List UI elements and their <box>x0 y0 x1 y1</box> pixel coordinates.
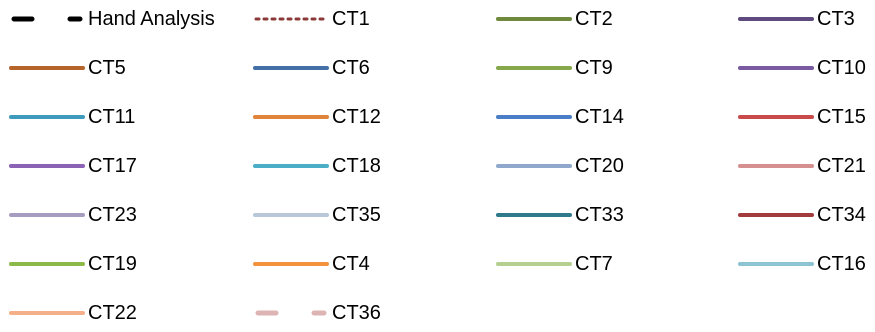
legend-label-ct2: CT2 <box>575 8 613 30</box>
legend-entry-ct16: CT16 <box>737 249 866 279</box>
legend-swatch-hand-analysis <box>11 16 83 22</box>
legend-entry-ct34: CT34 <box>737 200 866 230</box>
legend-entry-ct3: CT3 <box>737 4 855 34</box>
legend-swatch-ct10 <box>738 66 814 70</box>
legend-entry-ct11: CT11 <box>8 102 135 132</box>
legend-swatch-ct22 <box>9 311 85 315</box>
legend-label-ct36: CT36 <box>332 302 381 324</box>
legend-label-ct35: CT35 <box>332 204 381 226</box>
legend-swatch-ct36 <box>255 310 327 316</box>
legend-swatch-ct1 <box>254 17 330 21</box>
legend-swatch-ct12 <box>253 115 329 119</box>
legend-label-ct18: CT18 <box>332 155 381 177</box>
legend-entry-ct22: CT22 <box>8 298 137 328</box>
legend-label-ct7: CT7 <box>575 253 613 275</box>
legend-entry-ct2: CT2 <box>495 4 613 34</box>
legend-entry-ct19: CT19 <box>8 249 137 279</box>
legend-swatch-ct34 <box>738 213 814 217</box>
legend-entry-ct23: CT23 <box>8 200 137 230</box>
legend-entry-ct6: CT6 <box>252 53 370 83</box>
legend-label-ct17: CT17 <box>88 155 137 177</box>
legend-entry-ct10: CT10 <box>737 53 866 83</box>
legend-entry-ct7: CT7 <box>495 249 613 279</box>
legend-swatch-ct9 <box>496 66 572 70</box>
legend-swatch-ct3 <box>738 17 814 21</box>
legend-swatch-ct21 <box>738 164 814 168</box>
legend-label-ct1: CT1 <box>332 8 370 30</box>
legend-entry-ct21: CT21 <box>737 151 866 181</box>
legend-entry-ct12: CT12 <box>252 102 381 132</box>
legend-label-ct10: CT10 <box>817 57 866 79</box>
legend-label-ct11: CT11 <box>88 106 136 128</box>
legend-label-ct9: CT9 <box>575 57 613 79</box>
legend-swatch-ct23 <box>9 213 85 217</box>
legend-entry-ct36: CT36 <box>252 298 381 328</box>
legend-swatch-ct6 <box>253 66 329 70</box>
legend-swatch-ct7 <box>496 262 572 266</box>
legend-swatch-ct14 <box>496 115 572 119</box>
legend-swatch-ct20 <box>496 164 572 168</box>
legend-swatch-ct5 <box>9 66 85 70</box>
legend-swatch-ct15 <box>738 115 814 119</box>
legend-label-ct16: CT16 <box>817 253 866 275</box>
legend-label-ct6: CT6 <box>332 57 370 79</box>
legend-swatch-ct4 <box>253 262 329 266</box>
legend-entry-ct4: CT4 <box>252 249 370 279</box>
legend-entry-ct15: CT15 <box>737 102 866 132</box>
legend-entry-hand-analysis: Hand Analysis <box>8 4 215 34</box>
legend-swatch-ct2 <box>496 17 572 21</box>
legend-swatch-ct11 <box>9 115 85 119</box>
legend-label-ct19: CT19 <box>88 253 137 275</box>
legend-entry-ct17: CT17 <box>8 151 137 181</box>
legend-label-ct20: CT20 <box>575 155 624 177</box>
legend-entry-ct1: CT1 <box>252 4 370 34</box>
legend-swatch-ct19 <box>9 262 85 266</box>
legend-swatch-ct35 <box>253 213 329 217</box>
legend-label-ct14: CT14 <box>575 106 624 128</box>
legend-label-ct34: CT34 <box>817 204 866 226</box>
legend-label-ct21: CT21 <box>817 155 866 177</box>
legend-entry-ct14: CT14 <box>495 102 624 132</box>
legend-label-ct12: CT12 <box>332 106 381 128</box>
legend-entry-ct20: CT20 <box>495 151 624 181</box>
legend-entry-ct9: CT9 <box>495 53 613 83</box>
legend-label-ct5: CT5 <box>88 57 126 79</box>
legend-label-ct3: CT3 <box>817 8 855 30</box>
legend-label-ct15: CT15 <box>817 106 866 128</box>
legend-swatch-ct17 <box>9 164 85 168</box>
legend-entry-ct5: CT5 <box>8 53 126 83</box>
legend-label-ct4: CT4 <box>332 253 370 275</box>
legend-swatch-ct18 <box>253 164 329 168</box>
legend-label-ct22: CT22 <box>88 302 137 324</box>
legend-entry-ct18: CT18 <box>252 151 381 181</box>
legend-label-ct33: CT33 <box>575 204 624 226</box>
legend-swatch-ct33 <box>496 213 572 217</box>
legend-entry-ct33: CT33 <box>495 200 624 230</box>
legend-entry-ct35: CT35 <box>252 200 381 230</box>
legend-label-ct23: CT23 <box>88 204 137 226</box>
legend-label-hand-analysis: Hand Analysis <box>88 8 215 30</box>
legend-swatch-ct16 <box>738 262 814 266</box>
